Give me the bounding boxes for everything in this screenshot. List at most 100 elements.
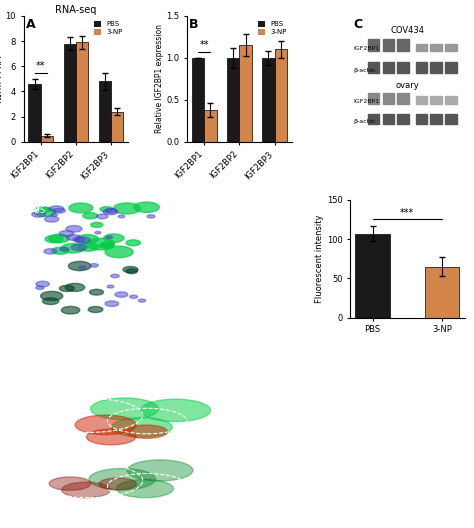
Bar [204,110,217,142]
Circle shape [65,284,85,291]
Text: ovary: ovary [396,81,419,90]
Text: β-actin: β-actin [353,68,375,72]
Text: IGF2BP1/Ki67/DAPI: IGF2BP1/Ki67/DAPI [208,379,280,388]
Circle shape [105,301,118,306]
Circle shape [83,213,98,219]
Circle shape [32,212,46,217]
Circle shape [130,295,137,298]
Circle shape [95,231,101,234]
Bar [227,58,239,142]
Circle shape [105,246,133,258]
Circle shape [51,214,57,216]
Circle shape [45,235,63,243]
Text: COV434: COV434 [391,26,425,35]
Circle shape [101,242,114,248]
Circle shape [138,299,146,302]
Circle shape [141,399,210,421]
Circle shape [107,285,114,288]
Circle shape [106,236,113,239]
Text: E: E [33,379,41,392]
Circle shape [126,269,137,274]
Circle shape [134,202,159,212]
Circle shape [44,249,57,254]
Bar [425,267,459,318]
Bar [430,97,442,104]
Bar [397,39,409,51]
Circle shape [36,281,49,287]
Bar [262,58,274,142]
Circle shape [91,222,103,228]
Bar [430,43,442,51]
Y-axis label: Relative IGF2BP1 expression: Relative IGF2BP1 expression [155,24,164,134]
Bar [416,97,427,104]
Bar [64,43,76,142]
Circle shape [41,291,63,300]
Circle shape [62,482,110,498]
Bar [430,62,442,72]
Bar [397,114,409,124]
Bar [99,81,111,142]
Circle shape [103,209,118,215]
Circle shape [87,429,136,445]
Circle shape [113,203,140,214]
Circle shape [126,240,141,246]
Bar [445,97,456,104]
Bar [416,62,427,72]
Circle shape [87,238,115,250]
Circle shape [66,225,82,232]
Text: A: A [26,18,36,31]
Circle shape [117,479,173,498]
Circle shape [100,242,114,248]
Circle shape [43,298,59,305]
Bar [239,45,252,142]
Bar [368,114,379,124]
Text: PBS: PBS [29,205,46,214]
Bar [383,39,394,51]
Circle shape [36,286,44,289]
Circle shape [111,418,173,437]
Circle shape [45,216,59,222]
Legend: PBS, 3-NP: PBS, 3-NP [256,20,288,36]
Circle shape [59,231,74,237]
Text: C: C [353,18,362,31]
Bar [430,114,442,124]
Circle shape [52,247,69,254]
Bar [368,39,379,51]
Circle shape [68,261,91,271]
Circle shape [49,477,91,491]
Bar [416,114,427,124]
Circle shape [76,234,99,243]
Circle shape [73,237,85,242]
Text: β-actin: β-actin [353,119,375,124]
Circle shape [91,398,158,420]
Circle shape [90,289,103,295]
Circle shape [89,468,155,490]
Bar [397,93,409,104]
Circle shape [126,425,167,438]
Bar [397,62,409,72]
Bar [368,93,379,104]
Circle shape [147,215,155,218]
Circle shape [105,209,117,213]
Text: **: ** [200,40,209,50]
Circle shape [49,206,64,212]
Bar [368,62,379,72]
Circle shape [99,478,137,490]
Circle shape [71,244,87,251]
Circle shape [75,237,90,243]
Circle shape [90,263,98,267]
Text: IGF2BP1: IGF2BP1 [353,46,379,51]
Circle shape [115,292,128,297]
Circle shape [78,243,99,251]
Circle shape [60,247,69,251]
Circle shape [49,234,69,243]
Bar [445,43,456,51]
Circle shape [100,206,113,212]
Bar [41,136,53,142]
Text: 3-NP: 3-NP [29,265,49,274]
Text: B: B [189,18,199,31]
Circle shape [79,266,86,269]
Circle shape [111,274,119,278]
Bar [76,42,88,142]
Bar [416,43,427,51]
